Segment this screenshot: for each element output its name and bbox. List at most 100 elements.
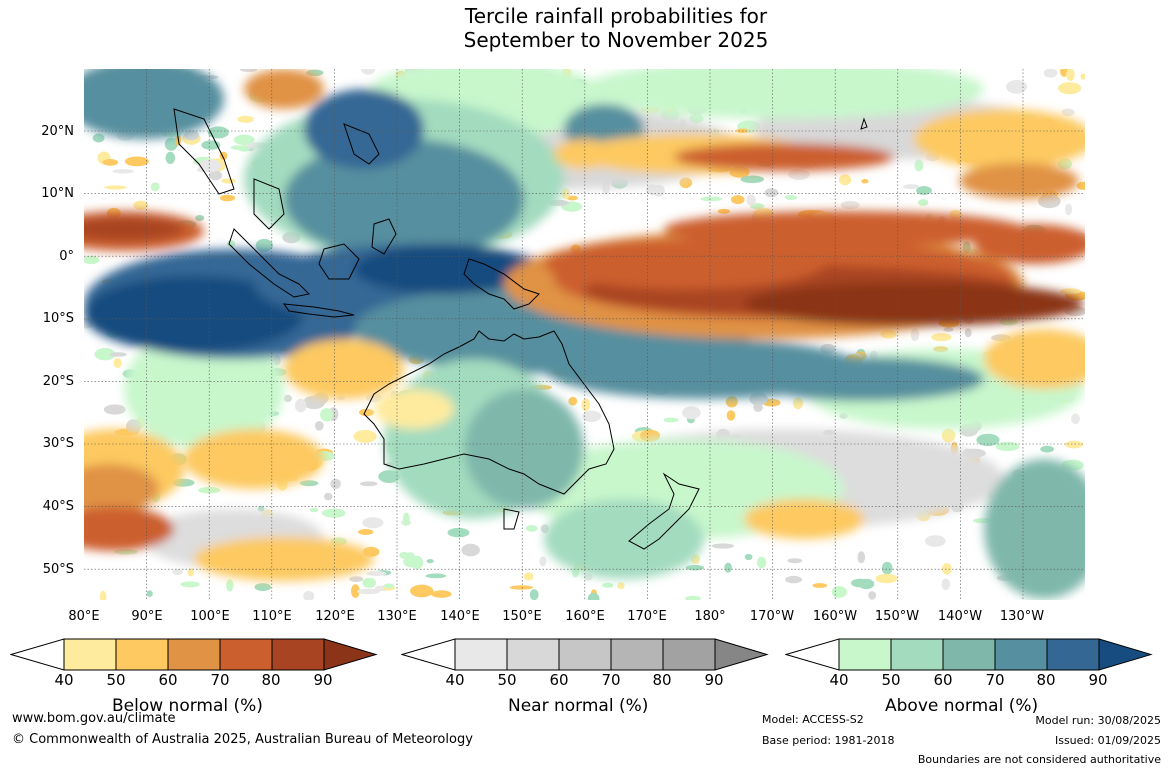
- speckle: [529, 589, 539, 600]
- speckle: [1080, 73, 1085, 80]
- speckle: [583, 573, 593, 581]
- tick-label: 50: [881, 671, 901, 689]
- speckle: [303, 590, 315, 600]
- tick-label: 90: [313, 671, 333, 689]
- speckle: [103, 404, 126, 415]
- speckle: [1066, 69, 1075, 81]
- speckle: [309, 507, 319, 513]
- speckle: [1065, 203, 1073, 216]
- speckle: [792, 397, 804, 410]
- speckle: [165, 151, 176, 164]
- speckle: [1043, 69, 1058, 78]
- source-link[interactable]: www.bom.gov.au/climate: [12, 711, 176, 726]
- colorbar-segment: [1046, 638, 1100, 671]
- speckle: [314, 421, 324, 431]
- colorbar-lower-extension: [785, 638, 840, 671]
- speckle: [663, 417, 679, 423]
- speckle: [1058, 82, 1082, 95]
- speckle: [1040, 445, 1054, 453]
- lat-label: 10°S: [42, 311, 74, 326]
- speckle: [524, 572, 534, 581]
- speckle: [581, 398, 591, 412]
- speckle: [357, 588, 381, 595]
- near-normal-title: Near normal (%): [508, 696, 649, 716]
- speckle: [582, 410, 601, 422]
- title-line-2: September to November 2025: [463, 28, 769, 52]
- speckle: [1061, 108, 1075, 117]
- boundaries-disclaimer: Boundaries are not considered authoritat…: [917, 753, 1161, 766]
- coastlines: [173, 108, 868, 550]
- speckle: [785, 575, 803, 584]
- speckle: [207, 126, 229, 139]
- speckle: [209, 170, 223, 181]
- speckle: [349, 576, 364, 582]
- lat-label: 50°S: [42, 562, 74, 577]
- tick-label: 70: [985, 671, 1005, 689]
- lon-label: 110°E: [252, 609, 292, 624]
- speckle: [383, 583, 395, 589]
- speckle: [109, 352, 127, 357]
- lon-label: 160°W: [812, 609, 858, 624]
- speckle: [84, 255, 100, 265]
- base-period: Base period: 1981-2018: [762, 734, 895, 747]
- speckle: [617, 582, 625, 590]
- colorbar-segment: [63, 638, 117, 671]
- colorbar-segment: [838, 638, 892, 671]
- colorbar-segment: [271, 638, 325, 671]
- speckle: [857, 551, 866, 564]
- speckle: [685, 595, 701, 600]
- speckle: [525, 525, 538, 532]
- speckle: [255, 238, 273, 252]
- tick-label: 50: [497, 671, 517, 689]
- speckle: [746, 194, 756, 206]
- speckle: [645, 184, 659, 195]
- speckle: [561, 188, 571, 200]
- speckle: [840, 200, 860, 210]
- tick-label: 90: [1088, 671, 1108, 689]
- tick-label: 60: [549, 671, 569, 689]
- speckle: [425, 573, 447, 579]
- speckle: [568, 396, 578, 406]
- speckle: [917, 199, 929, 206]
- speckle: [1059, 288, 1081, 295]
- speckle: [240, 69, 258, 72]
- speckle: [868, 591, 877, 600]
- lat-label: 20°S: [42, 374, 74, 389]
- speckle: [1006, 80, 1028, 94]
- issued-date: Issued: 01/09/2025: [1054, 734, 1161, 747]
- speckle: [602, 582, 614, 588]
- speckle: [358, 529, 374, 535]
- speckle: [410, 584, 434, 598]
- colorbar-upper-extension: [323, 638, 378, 671]
- speckle: [858, 578, 875, 590]
- speckle: [124, 156, 149, 167]
- lon-label: 130°E: [377, 609, 417, 624]
- tick-label: 70: [601, 671, 621, 689]
- speckle: [1071, 413, 1080, 425]
- title-line-1: Tercile rainfall probabilities for: [464, 4, 768, 28]
- speckle: [447, 527, 470, 538]
- speckle: [321, 508, 346, 518]
- tick-label: 40: [54, 671, 74, 689]
- speckle: [362, 577, 377, 588]
- lon-label: 170°E: [627, 609, 667, 624]
- tick-label: 40: [829, 671, 849, 689]
- model-run-date: Model run: 30/08/2025: [1035, 714, 1161, 727]
- speckle: [910, 328, 920, 342]
- lon-label: 180°: [694, 609, 726, 624]
- speckle: [731, 195, 745, 205]
- tick-label: 60: [158, 671, 178, 689]
- speckle: [724, 562, 732, 573]
- speckle: [740, 175, 765, 184]
- lat-label: 20°N: [41, 124, 74, 139]
- speckle: [931, 333, 952, 342]
- speckle: [172, 568, 183, 576]
- speckle: [94, 348, 116, 361]
- rainfall-probability-map: [84, 69, 1085, 600]
- speckle: [750, 203, 765, 210]
- speckle: [426, 559, 434, 564]
- lat-label: 40°S: [42, 499, 74, 514]
- speckle: [881, 561, 893, 575]
- colorbar-segment: [167, 638, 221, 671]
- speckle: [358, 408, 375, 417]
